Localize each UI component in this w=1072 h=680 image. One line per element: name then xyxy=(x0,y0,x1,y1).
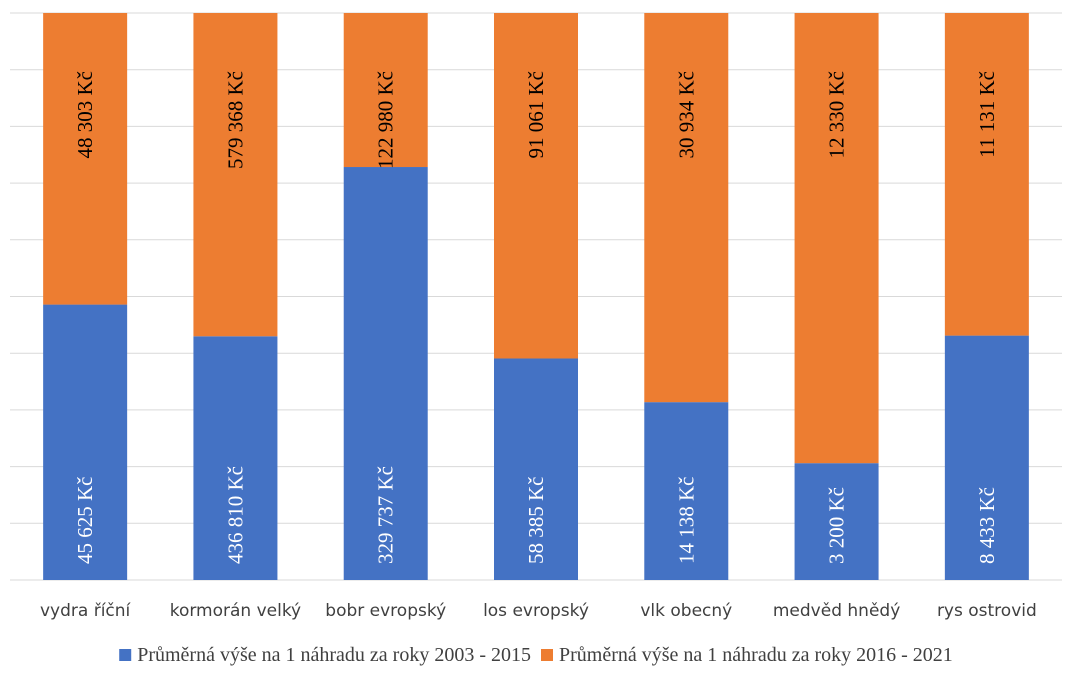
data-label: 30 934 Kč xyxy=(674,71,698,159)
data-label: 48 303 Kč xyxy=(73,71,97,159)
bar-segment-series-2003-2015 xyxy=(343,167,428,580)
bar-segment-series-2016-2021 xyxy=(794,13,879,464)
bar-segment-series-2003-2015 xyxy=(43,304,128,580)
bar-segment-series-2016-2021 xyxy=(343,13,428,168)
bar-segment-series-2016-2021 xyxy=(193,13,278,337)
bar-segment-series-2003-2015 xyxy=(644,402,729,580)
data-label: 579 368 Kč xyxy=(223,71,247,169)
bar-segment-series-2003-2015 xyxy=(794,463,879,580)
bar-segment-series-2003-2015 xyxy=(944,335,1029,580)
data-label: 8 433 Kč xyxy=(975,487,999,564)
bar-segment-series-2016-2021 xyxy=(494,13,578,359)
category-axis-labels: vydra říční kormorán velký bobr evropský lo… xyxy=(40,601,1037,621)
legend-label: Průměrná výše na 1 náhradu za roky 2016 … xyxy=(559,644,953,666)
bar-segment-series-2016-2021 xyxy=(644,13,729,403)
data-label: 122 980 Kč xyxy=(374,71,398,169)
bar-segment-series-2003-2015 xyxy=(494,358,578,580)
bar-segment-series-2016-2021 xyxy=(944,13,1029,336)
legend-label: Průměrná výše na 1 náhradu za roky 2003 … xyxy=(137,644,531,666)
category-label: vydra říční xyxy=(40,601,132,621)
data-label: 45 625 Kč xyxy=(73,477,97,565)
category-label: kormorán velký xyxy=(170,601,301,621)
category-label: medvěd hnědý xyxy=(773,601,900,621)
category-label: los evropský xyxy=(483,601,589,621)
data-label: 3 200 Kč xyxy=(825,487,849,564)
data-label: 11 131 Kč xyxy=(975,71,999,158)
legend-swatch xyxy=(541,649,553,661)
legend-swatch xyxy=(119,649,132,661)
data-label: 436 810 Kč xyxy=(223,466,247,564)
data-label: 329 737 Kč xyxy=(374,466,398,564)
category-label: rys ostrovid xyxy=(937,601,1037,621)
data-labels: 45 625 Kč 48 303 Kč 436 810 Kč 579 368 Kč 32… xyxy=(73,71,999,564)
data-label: 91 061 Kč xyxy=(524,71,548,159)
legend-item: Průměrná výše na 1 náhradu za roky 2016 … xyxy=(541,644,953,666)
data-label: 14 138 Kč xyxy=(674,477,698,565)
category-label: vlk obecný xyxy=(640,601,732,621)
bars xyxy=(43,13,1029,580)
data-label: 58 385 Kč xyxy=(524,477,548,565)
bar-segment-series-2003-2015 xyxy=(193,336,278,580)
category-label: bobr evropský xyxy=(325,601,446,621)
bar-segment-series-2016-2021 xyxy=(43,13,128,305)
legend: Průměrná výše na 1 náhradu za roky 2003 … xyxy=(119,644,953,666)
legend-item: Průměrná výše na 1 náhradu za roky 2003 … xyxy=(119,644,531,666)
data-label: 12 330 Kč xyxy=(825,71,849,159)
